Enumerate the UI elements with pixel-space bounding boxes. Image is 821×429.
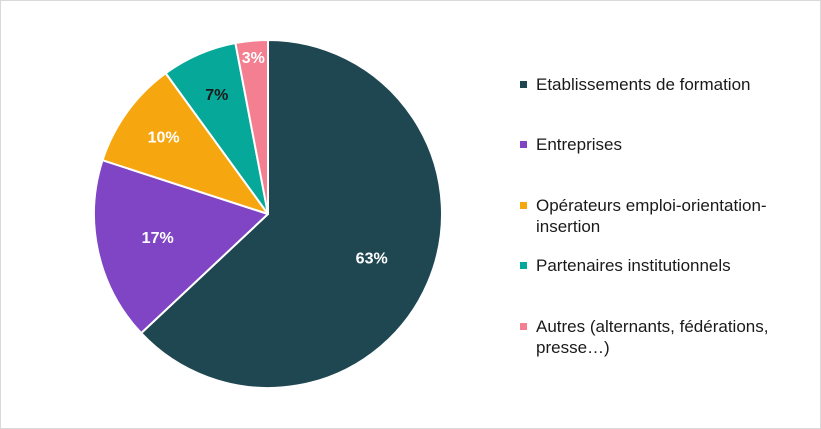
legend-item-partenaires: Partenaires institutionnels	[520, 255, 801, 276]
pie-slice-4	[234, 39, 269, 215]
legend-item-entreprises: Entreprises	[520, 134, 801, 155]
pie-slice-label-2: 10%	[148, 130, 180, 147]
pie-chart: 63% 17% 10% 7% 3%	[93, 39, 444, 389]
pie-slices	[93, 39, 444, 389]
legend-item-operateurs: Opérateurs emploi-orientation-insertion	[520, 195, 801, 237]
legend-swatch	[520, 262, 527, 269]
pie-slice-label-4: 3%	[242, 50, 265, 67]
legend-swatch	[520, 141, 527, 148]
legend-item-etablissements: Etablissements de formation	[520, 74, 801, 95]
legend-swatch	[520, 81, 527, 88]
pie-slice-label-3: 7%	[205, 87, 228, 104]
pie-slice-label-1: 17%	[142, 230, 174, 247]
legend-swatch	[520, 323, 527, 330]
legend-label: Etablissements de formation	[536, 75, 751, 94]
legend-label: Partenaires institutionnels	[536, 256, 731, 275]
legend-label: Autres (alternants, fédérations, presse……	[536, 317, 769, 357]
pie-slice-label-0: 63%	[356, 250, 388, 267]
legend-label: Entreprises	[536, 135, 622, 154]
pie-slice-2	[101, 72, 269, 215]
legend-item-autres: Autres (alternants, fédérations, presse……	[520, 316, 801, 358]
legend-label: Opérateurs emploi-orientation-insertion	[536, 196, 767, 236]
pie-slice-labels: 63% 17% 10% 7% 3%	[142, 50, 388, 267]
pie-slice-1	[93, 159, 269, 335]
chart-legend: Etablissements de formation Entreprises …	[520, 0, 810, 429]
pie-slice-0	[140, 39, 444, 389]
legend-swatch	[520, 202, 527, 209]
